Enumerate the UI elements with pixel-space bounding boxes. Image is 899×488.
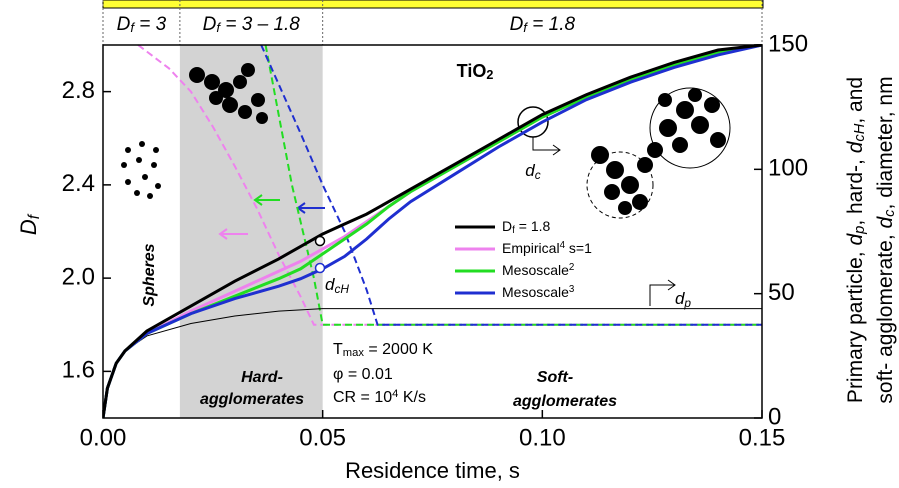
text-part: Soft- [537,369,573,386]
text-part: d [525,161,535,180]
y-tick-label: 2.4 [62,170,95,197]
text-part: cH [852,123,868,141]
y2-axis-label: soft- agglomerate, dc, diameter, nm [874,76,899,403]
text-part: f [26,213,43,219]
annotation: Hard- [241,369,283,386]
annotation: φ = 0.01 [333,366,393,383]
marker [314,262,326,274]
text-part: K/s [398,389,426,406]
diameter-curve [103,44,763,419]
text-part: d [844,140,867,153]
text-part: Mesoscale [502,284,569,300]
text-part: p [683,296,691,310]
x-tick-label: 0.10 [519,424,566,451]
text-part: f [130,20,135,35]
text-part: Spheres [141,243,158,306]
region-label: Df = 3 [117,14,167,35]
annotation: dcH [325,275,349,295]
legend-label: Df = 1.8 [502,218,550,236]
y2-tick-label: 50 [768,279,795,306]
text-part: soft- agglomerate, [874,229,897,404]
annotation: Spheres [141,243,158,306]
text-part: = 3 [134,14,167,35]
text-part: d [675,289,685,308]
hard-agglomerate-region [179,45,323,418]
text-part: = 1.8 [515,218,551,234]
x-tick-label: 0.00 [80,424,127,451]
text-part: agglomerates [513,393,617,410]
text-part: Primary particle, [844,246,867,404]
annotation: TiO2 [457,61,494,82]
sphere-dots [121,141,161,199]
hard-cluster [189,63,268,124]
plot-frame [102,44,763,419]
y-axis-label: Df [16,213,43,235]
marker [314,235,326,247]
annotation: agglomerates [513,393,617,410]
text-part: 4 [560,240,566,251]
text-part: p [852,226,868,235]
text-part: 2 [486,68,493,82]
text-part: 4 [392,388,398,400]
text-part: D [16,219,41,235]
annotation: agglomerates [200,391,304,408]
annotation: dp [675,289,691,309]
text-part: c [882,209,898,217]
y2-tick-label: 100 [768,155,808,182]
decorations [121,63,731,306]
text-part: D [510,14,524,35]
region-label: Df = 1.8 [510,14,576,35]
annotation: CR = 104 K/s [333,388,426,407]
region-label: Df = 3 – 1.8 [203,14,301,35]
title-strip [102,0,764,9]
text-part: = 1.8 [527,14,575,35]
text-part: Hard- [241,369,283,386]
annotation: Tmax = 2000 K [333,341,433,359]
text-part: 3 [569,284,575,295]
annotation: dc [525,161,540,181]
legend-label: Mesoscale3 [502,284,575,300]
text-part: TiO [457,61,487,81]
text-part: , hard-, [844,153,867,225]
text-part: D [203,14,217,35]
text-part: d [844,233,867,246]
text-part: s=1 [565,240,592,256]
x-tick-label: 0.05 [299,424,346,451]
text-part: D [117,14,131,35]
text-part: , and [844,77,867,124]
text-part: f [216,20,221,35]
text-part: c [535,168,541,182]
y2-tick-label: 0 [768,403,781,430]
y2-tick-label: 150 [768,30,808,57]
text-part: f [512,225,515,236]
text-part: CR = 10 [333,389,392,406]
x-axis-label: Residence time, s [345,458,520,483]
text-part: cH [334,282,349,296]
y-tick-label: 2.0 [62,263,95,290]
annotation: Soft- [537,369,573,386]
text-part: max [343,347,365,359]
text-part: , diameter, nm [874,76,897,209]
text-part: d [874,216,897,229]
text-part: T [333,341,343,358]
df-curve [260,44,762,326]
text-part: Mesoscale [502,262,569,278]
text-part: = 3 – 1.8 [220,14,300,35]
y-tick-label: 1.6 [62,357,95,384]
text-part: 2 [569,262,574,273]
y2-axis-label: Primary particle, dp, hard-, dcH, and [844,77,869,403]
text-part: Empirical [502,240,560,256]
legend-label: Empirical4 s=1 [502,240,592,256]
text-part: f [523,20,528,35]
text-part: = 2000 K [364,341,433,358]
df-curve [137,44,762,326]
text-part: D [502,218,512,234]
legend-label: Mesoscale2 [502,262,574,278]
text-part: φ = 0.01 [333,366,393,383]
x-tick-label: 0.15 [739,424,786,451]
y-tick-label: 2.8 [62,77,95,104]
text-part: agglomerates [200,391,304,408]
text-part: d [325,275,335,294]
